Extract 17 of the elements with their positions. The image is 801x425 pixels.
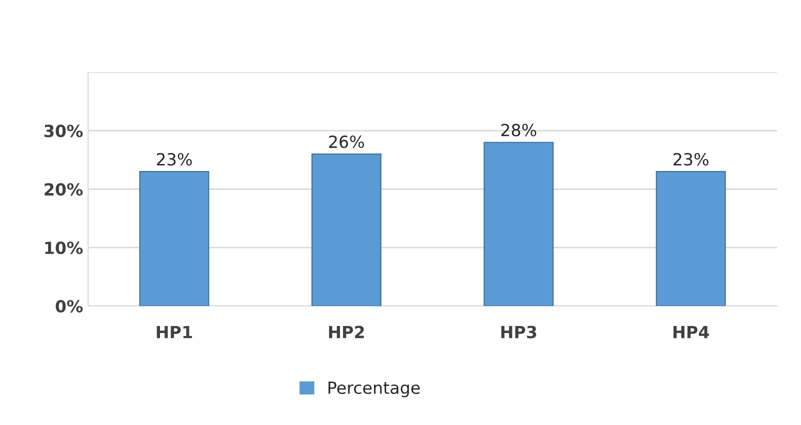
x-tick-label: HP3: [501, 326, 536, 338]
y-tick-label: 10%: [45, 242, 83, 254]
x-tick-label: HP2: [329, 326, 364, 338]
bar: [311, 154, 382, 306]
x-tick-label: HP4: [674, 326, 709, 338]
bar: [139, 171, 210, 306]
y-tick-label: 20%: [44, 183, 83, 196]
x-tick-label: HP1: [156, 326, 192, 338]
legend-label: Percentage: [328, 382, 420, 398]
y-tick-label: 0%: [56, 300, 83, 313]
bar: [484, 142, 554, 306]
bar: [656, 171, 726, 306]
data-label: 28%: [501, 124, 536, 136]
y-tick-label: 30%: [44, 124, 83, 138]
data-label: 26%: [329, 135, 364, 148]
data-label: 23%: [156, 152, 192, 166]
data-label: 23%: [674, 152, 708, 166]
